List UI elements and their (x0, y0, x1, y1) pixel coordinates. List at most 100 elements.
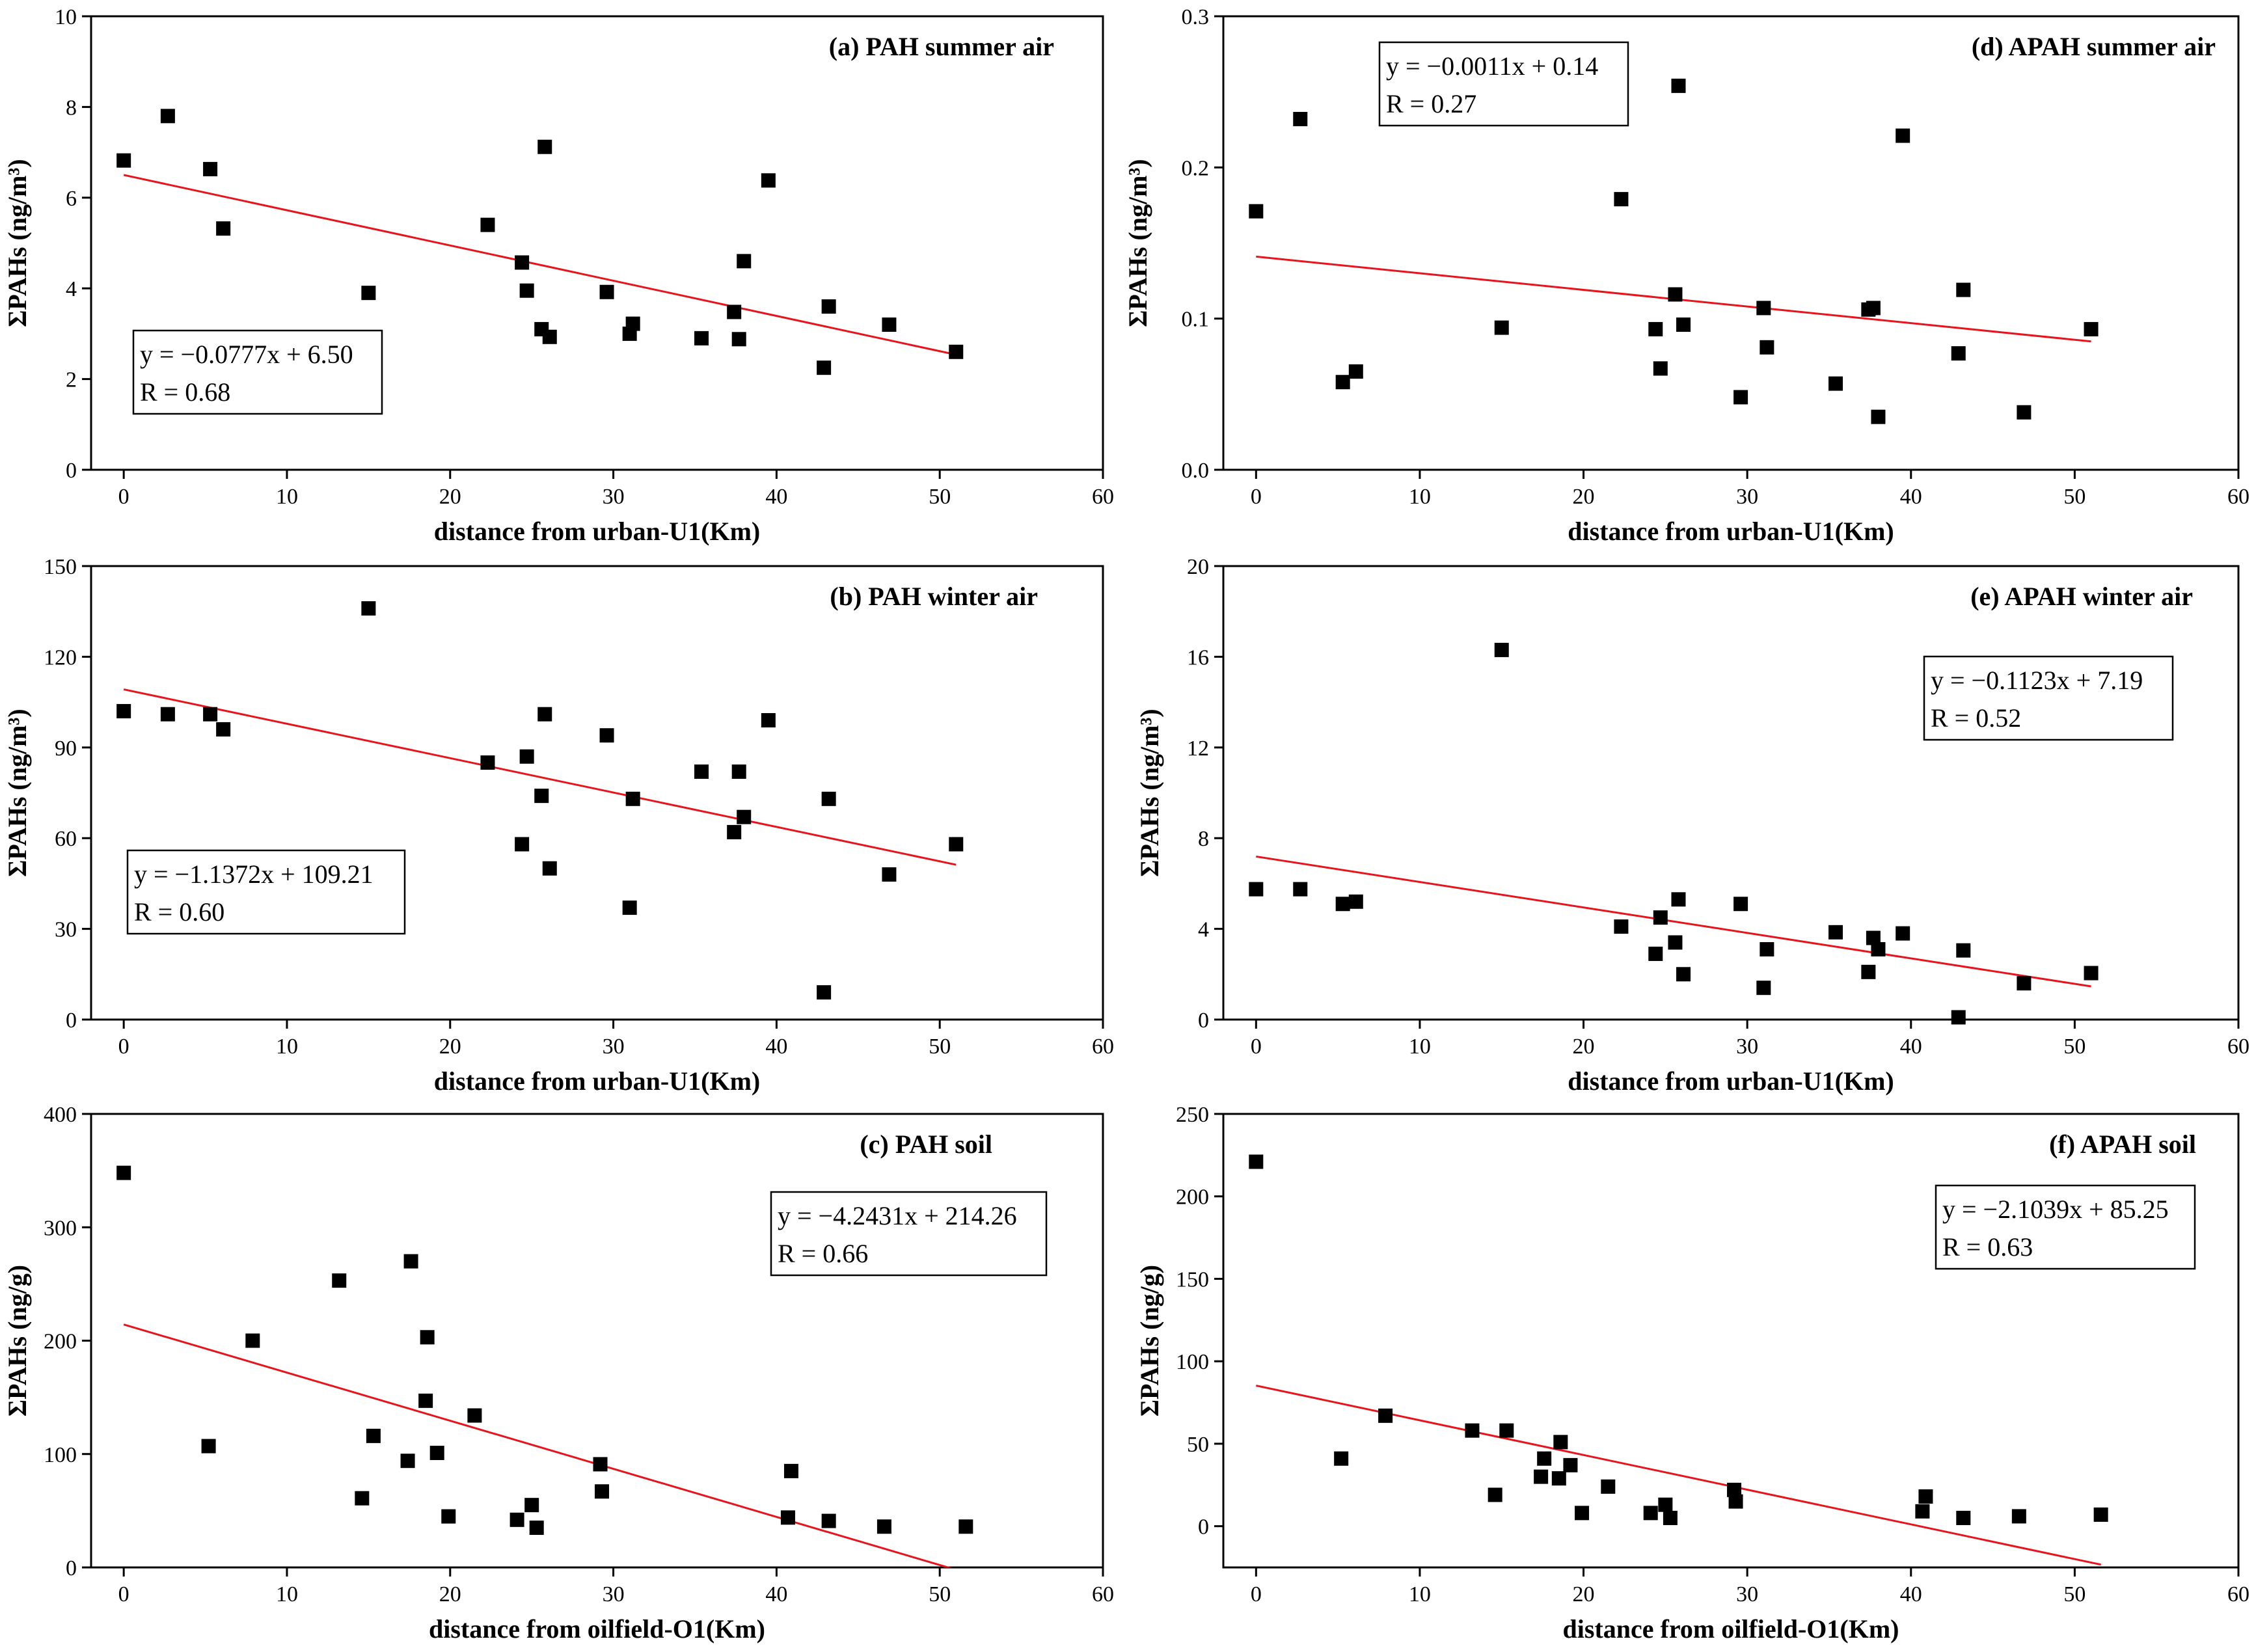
equation-box (126, 849, 406, 935)
regression-line (123, 1323, 951, 1567)
data-point (727, 305, 742, 319)
data-point (625, 316, 640, 331)
x-tick-label: 30 (1736, 1582, 1758, 1606)
data-point (1676, 317, 1691, 332)
r-value-text: R = 0.63 (1942, 1232, 2033, 1262)
data-point (1601, 1479, 1616, 1494)
y-tick-label: 8 (1198, 827, 1209, 851)
y-tick-label: 0 (66, 459, 77, 483)
x-tick-label: 10 (276, 1035, 298, 1059)
data-point (1896, 128, 1910, 143)
panel-f: 0 10 20 30 40 50 60 0 50 100 150 200 250 distance fro… (1135, 1103, 2249, 1644)
x-tick-label: 10 (1409, 1035, 1431, 1059)
data-point (1668, 287, 1683, 302)
data-point (1866, 930, 1881, 945)
data-point (519, 749, 534, 764)
data-point (1668, 935, 1683, 950)
r-value-text: R = 0.66 (778, 1239, 868, 1268)
data-point (1760, 941, 1774, 956)
x-tick-label: 40 (765, 1035, 787, 1059)
x-tick-label: 60 (2227, 1035, 2249, 1059)
data-point (1494, 320, 1509, 335)
x-tick-label: 20 (439, 1035, 461, 1059)
equation-text: y = −4.2431x + 214.26 (778, 1201, 1017, 1230)
data-point (366, 1428, 381, 1443)
data-point (116, 1165, 131, 1180)
data-point (1293, 882, 1308, 897)
data-point (1956, 943, 1971, 958)
y-tick-label: 0 (66, 1009, 77, 1033)
equation-text: y = −1.1372x + 109.21 (134, 860, 374, 889)
data-point (116, 704, 131, 719)
data-point (1951, 1010, 1966, 1025)
data-point (160, 109, 175, 124)
panel-title: (d) APAH summer air (1972, 32, 2216, 61)
data-point (817, 985, 832, 1000)
data-point (1728, 1494, 1743, 1509)
y-axis-label: ΣPAHs (ng/m³) (3, 709, 32, 877)
x-tick-label: 50 (2063, 485, 2086, 509)
data-point (529, 1521, 544, 1536)
y-tick-label: 10 (55, 5, 77, 29)
data-point (1956, 1510, 1971, 1525)
data-point (595, 1484, 610, 1499)
y-tick-label: 4 (66, 277, 77, 301)
data-point (1563, 1457, 1578, 1472)
y-tick-label: 90 (55, 737, 77, 761)
x-tick-label: 20 (1573, 1582, 1595, 1606)
data-point (1828, 376, 1843, 391)
data-point (958, 1519, 973, 1534)
data-point (1663, 1510, 1678, 1525)
data-point (515, 255, 530, 270)
data-point (1871, 409, 1886, 424)
data-point (1537, 1451, 1552, 1466)
y-tick-label: 4 (1198, 918, 1209, 942)
x-tick-label: 30 (1736, 1035, 1758, 1059)
data-point (203, 161, 218, 176)
x-tick-label: 20 (439, 1582, 461, 1606)
panel-title: (f) APAH soil (2049, 1130, 2196, 1159)
y-tick-label: 250 (1176, 1103, 1209, 1127)
regression-line (1256, 855, 2091, 988)
x-tick-label: 20 (1573, 1035, 1595, 1059)
y-tick-label: 100 (44, 1443, 77, 1467)
plot-frame (90, 565, 1104, 1021)
y-tick-label: 0 (1198, 1009, 1209, 1033)
panel-b: 0 10 20 30 40 50 60 0 30 60 90 120 150 distance from … (3, 555, 1114, 1096)
y-axis-label: ΣPAHs (ng/m³) (3, 159, 32, 327)
data-point (201, 1439, 216, 1454)
data-point (515, 837, 530, 852)
data-point (817, 360, 832, 375)
data-point (1871, 941, 1886, 956)
y-axis-label: ΣPAHs (ng/g) (3, 1265, 32, 1416)
data-point (2084, 321, 2099, 336)
data-point (761, 712, 776, 727)
data-point (429, 1446, 444, 1461)
data-point (1671, 892, 1686, 907)
y-tick-label: 60 (55, 827, 77, 851)
data-point (727, 824, 742, 839)
x-tick-label: 60 (1092, 1035, 1114, 1059)
data-point (625, 791, 640, 806)
y-tick-label: 12 (1187, 737, 1209, 761)
data-point (537, 707, 552, 722)
y-tick-label: 30 (55, 918, 77, 942)
x-tick-label: 60 (1092, 1582, 1114, 1606)
x-axis-label: distance from urban-U1(Km) (1568, 1066, 1894, 1096)
data-point (1760, 340, 1774, 355)
y-tick-label: 0 (1198, 1515, 1209, 1539)
data-point (737, 809, 752, 824)
data-point (1896, 926, 1910, 941)
panel-title: (b) PAH winter air (830, 582, 1038, 611)
panel-title: (a) PAH summer air (829, 32, 1054, 61)
equation-text: y = −0.1123x + 7.19 (1931, 666, 2143, 695)
x-tick-label: 0 (1251, 1035, 1262, 1059)
data-point (737, 254, 752, 269)
x-tick-label: 30 (1736, 485, 1758, 509)
data-point (1951, 346, 1966, 361)
data-point (216, 221, 231, 236)
r-value-text: R = 0.68 (140, 377, 230, 407)
data-point (761, 173, 776, 188)
data-point (1658, 1497, 1673, 1512)
